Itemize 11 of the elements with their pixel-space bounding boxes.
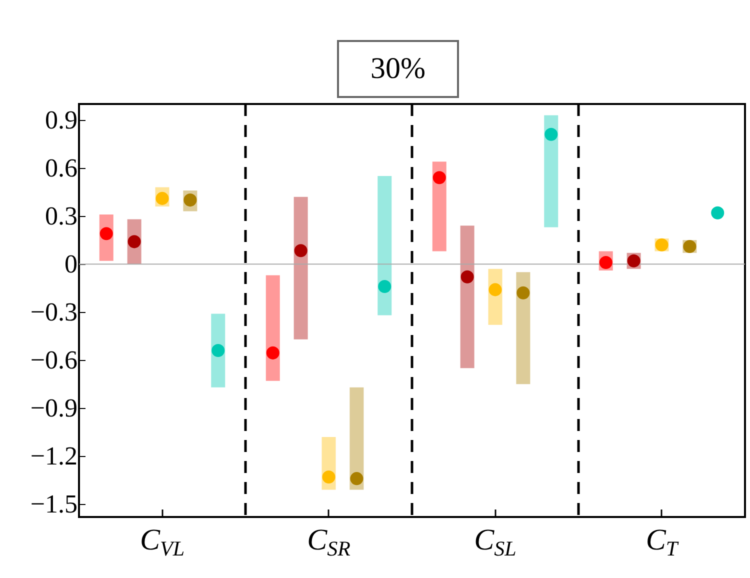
y-tick-label: −0.6 xyxy=(30,346,78,375)
y-tick-label: −0.9 xyxy=(30,394,78,423)
y-tick-label: 0.9 xyxy=(45,106,78,135)
y-tick-label: 0.3 xyxy=(45,202,78,231)
y-tick-label: −1.5 xyxy=(30,490,78,519)
y-tick-label: −0.3 xyxy=(30,298,78,327)
y-tick-label: −1.2 xyxy=(30,442,78,471)
chart-title: 30% xyxy=(337,40,459,98)
x-tick-label: C$_{T}$ xyxy=(646,524,679,560)
y-tick-label: 0.6 xyxy=(45,154,78,183)
y-tick-label: 0 xyxy=(64,250,78,279)
